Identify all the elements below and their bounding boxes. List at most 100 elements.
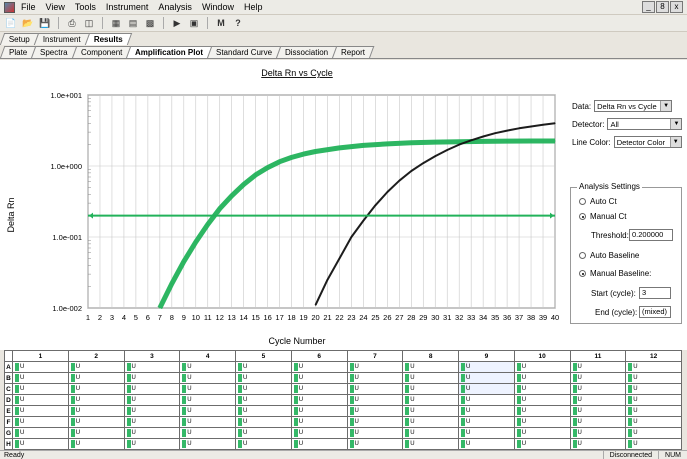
restore-button[interactable]: 8 bbox=[656, 1, 669, 13]
plate-well[interactable]: U bbox=[625, 361, 682, 373]
amplification-chart-svg[interactable]: Delta Rn vs Cycle Cycle Number Delta Rn … bbox=[0, 60, 560, 350]
plate-row-header[interactable]: A bbox=[4, 361, 13, 373]
plate-well[interactable]: U bbox=[402, 438, 459, 450]
plate-well[interactable]: U bbox=[569, 383, 627, 395]
menu-tools[interactable]: Tools bbox=[74, 2, 96, 12]
plate-well[interactable]: U bbox=[67, 405, 125, 417]
plate-well[interactable]: U bbox=[12, 438, 69, 450]
plate-well[interactable]: U bbox=[402, 394, 459, 406]
plate-well[interactable]: U bbox=[402, 427, 459, 439]
new-file-icon[interactable]: 📄 bbox=[5, 17, 17, 28]
plate-well[interactable]: U bbox=[625, 383, 682, 395]
plate-row-header[interactable]: F bbox=[4, 416, 13, 428]
menu-analysis[interactable]: Analysis bbox=[158, 2, 192, 12]
tab-instrument[interactable]: Instrument bbox=[33, 33, 90, 45]
find-icon[interactable]: M bbox=[217, 18, 225, 28]
plate-well[interactable]: U bbox=[346, 361, 404, 373]
plate-well[interactable]: U bbox=[346, 383, 404, 395]
plate-row-header[interactable]: C bbox=[4, 383, 13, 395]
plate-well[interactable]: U bbox=[123, 438, 181, 450]
plate-well[interactable]: U bbox=[123, 394, 181, 406]
plate-well[interactable]: U bbox=[67, 394, 125, 406]
plate-well[interactable]: U bbox=[402, 416, 459, 428]
table-icon[interactable]: ▩ bbox=[145, 17, 155, 28]
plate-well[interactable]: U bbox=[569, 405, 627, 417]
plate-well[interactable]: U bbox=[123, 405, 181, 417]
plate-well[interactable]: U bbox=[235, 372, 292, 384]
line-color-select[interactable]: Detector Color ▼ bbox=[613, 136, 682, 148]
plate-well[interactable]: U bbox=[402, 405, 459, 417]
stop-icon[interactable]: ▣ bbox=[189, 17, 199, 28]
plate-column-header[interactable]: 12 bbox=[625, 350, 682, 362]
plate-well[interactable]: U bbox=[12, 361, 69, 373]
plate-well[interactable]: U bbox=[625, 438, 682, 450]
plate-well[interactable]: U bbox=[290, 416, 348, 428]
amplification-plot[interactable]: Delta Rn vs Cycle Cycle Number Delta Rn … bbox=[0, 60, 560, 350]
plate-row-header[interactable]: H bbox=[4, 438, 13, 450]
plate-well[interactable]: U bbox=[625, 405, 682, 417]
plate-column-header[interactable]: 6 bbox=[290, 350, 348, 362]
menu-file[interactable]: File bbox=[21, 2, 36, 12]
plate-well[interactable]: U bbox=[67, 438, 125, 450]
plate-well[interactable]: U bbox=[458, 405, 515, 417]
plate-well[interactable]: U bbox=[12, 416, 69, 428]
plate-well[interactable]: U bbox=[67, 361, 125, 373]
plate-well[interactable]: U bbox=[67, 372, 125, 384]
plate-well[interactable]: U bbox=[179, 383, 236, 395]
plate-well[interactable]: U bbox=[67, 427, 125, 439]
plate-well[interactable]: U bbox=[402, 361, 459, 373]
data-select[interactable]: Delta Rn vs Cycle ▼ bbox=[594, 100, 673, 112]
print-icon[interactable]: ⎙ bbox=[68, 17, 76, 28]
plate-well[interactable]: U bbox=[346, 394, 404, 406]
minimize-button[interactable]: _ bbox=[642, 1, 655, 13]
plate-column-header[interactable]: 2 bbox=[67, 350, 125, 362]
plate-well[interactable]: U bbox=[458, 394, 515, 406]
plate-well[interactable]: U bbox=[402, 383, 459, 395]
plate-well[interactable]: U bbox=[123, 416, 181, 428]
plate-well[interactable]: U bbox=[625, 427, 682, 439]
plate-well[interactable]: U bbox=[569, 361, 627, 373]
plate-column-header[interactable]: 3 bbox=[123, 350, 181, 362]
plate-well[interactable]: U bbox=[625, 394, 682, 406]
plate-row-header[interactable]: G bbox=[4, 427, 13, 439]
menu-instrument[interactable]: Instrument bbox=[105, 2, 149, 12]
close-button[interactable]: x bbox=[670, 1, 683, 13]
plate-well[interactable]: U bbox=[179, 438, 236, 450]
save-icon[interactable]: 💾 bbox=[39, 17, 51, 28]
plate-well[interactable]: U bbox=[458, 383, 515, 395]
plate-well[interactable]: U bbox=[402, 372, 459, 384]
open-folder-icon[interactable]: 📂 bbox=[22, 17, 34, 28]
plate-well[interactable]: U bbox=[458, 427, 515, 439]
plate-well[interactable]: U bbox=[290, 394, 348, 406]
plate-well[interactable]: U bbox=[513, 416, 571, 428]
plate-well[interactable]: U bbox=[179, 416, 236, 428]
plate-well[interactable]: U bbox=[625, 416, 682, 428]
plate-well[interactable]: U bbox=[346, 416, 404, 428]
plate-well[interactable]: U bbox=[12, 394, 69, 406]
plate-well[interactable]: U bbox=[569, 416, 627, 428]
plate-well[interactable]: U bbox=[235, 405, 292, 417]
plate-well[interactable]: U bbox=[290, 438, 348, 450]
plate-column-header[interactable]: 11 bbox=[569, 350, 627, 362]
menu-window[interactable]: Window bbox=[201, 2, 234, 12]
auto-ct-radio[interactable]: Auto Ct bbox=[579, 197, 617, 206]
plate-well[interactable]: U bbox=[513, 394, 571, 406]
help-icon[interactable]: ? bbox=[235, 18, 241, 28]
plate-well[interactable]: U bbox=[458, 416, 515, 428]
plate-well[interactable]: U bbox=[458, 372, 515, 384]
plate-well[interactable]: U bbox=[513, 372, 571, 384]
plate-well[interactable]: U bbox=[513, 383, 571, 395]
manual-baseline-radio[interactable]: Manual Baseline: bbox=[579, 269, 651, 278]
data-icon[interactable]: ▦ bbox=[111, 17, 121, 28]
plate-well[interactable]: U bbox=[12, 427, 69, 439]
plate-well[interactable]: U bbox=[235, 361, 292, 373]
plate-well[interactable]: U bbox=[458, 438, 515, 450]
plate-well[interactable]: U bbox=[123, 427, 181, 439]
plate-well[interactable]: U bbox=[513, 438, 571, 450]
plate-well[interactable]: U bbox=[123, 361, 181, 373]
plate-column-header[interactable]: 10 bbox=[513, 350, 571, 362]
print-preview-icon[interactable]: ◫ bbox=[84, 17, 94, 28]
plate-well[interactable]: U bbox=[235, 438, 292, 450]
plate-well[interactable]: U bbox=[67, 416, 125, 428]
plate-well[interactable]: U bbox=[67, 383, 125, 395]
